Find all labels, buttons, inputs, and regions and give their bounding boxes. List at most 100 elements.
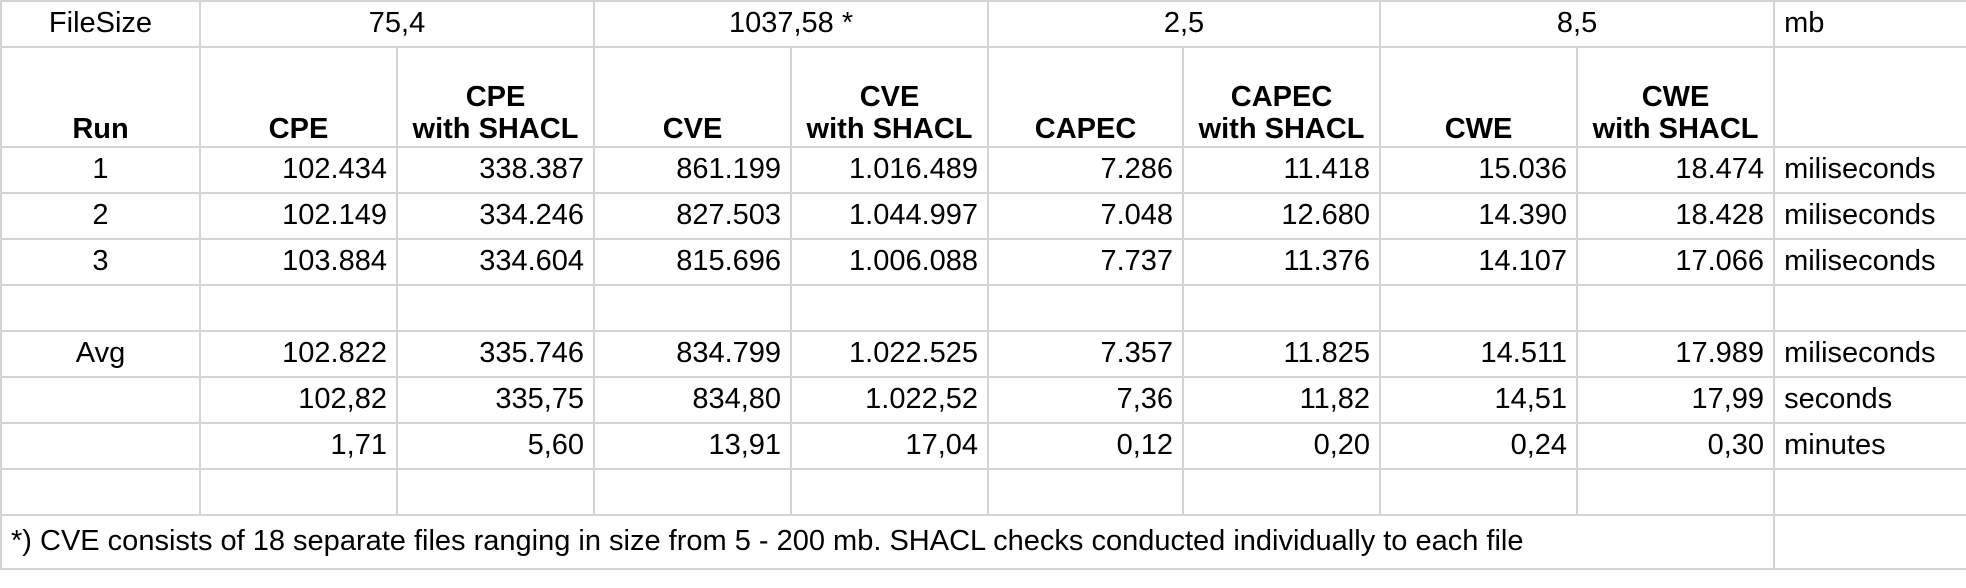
filesize-row: FileSize 75,4 1037,58 * 2,5 8,5 mb — [0, 0, 1966, 48]
header-cpe-shacl[interactable]: CPE with SHACL — [395, 46, 596, 148]
value-cell[interactable]: 5,60 — [395, 422, 596, 470]
value-cell[interactable]: 338.387 — [395, 146, 596, 194]
unit-cell[interactable]: minutes — [1773, 422, 1966, 470]
filesize-label[interactable]: FileSize — [0, 0, 201, 48]
avg-label[interactable]: Avg — [0, 330, 201, 378]
unit-cell[interactable]: miliseconds — [1773, 146, 1966, 194]
header-cwe-shacl[interactable]: CWE with SHACL — [1576, 46, 1776, 148]
value-cell[interactable]: 0,30 — [1576, 422, 1776, 470]
empty-cell[interactable] — [790, 468, 990, 516]
empty-cell[interactable] — [593, 284, 793, 332]
filesize-cve[interactable]: 1037,58 * — [593, 0, 990, 48]
empty-cell[interactable] — [1576, 284, 1776, 332]
value-cell[interactable]: 335.746 — [395, 330, 596, 378]
value-cell[interactable]: 17,04 — [790, 422, 990, 470]
empty-cell[interactable] — [395, 468, 596, 516]
value-cell[interactable]: 14.390 — [1379, 192, 1579, 240]
empty-cell[interactable] — [987, 468, 1185, 516]
value-cell[interactable]: 861.199 — [593, 146, 793, 194]
unit-cell[interactable]: miliseconds — [1773, 192, 1966, 240]
value-cell[interactable]: 7.737 — [987, 238, 1185, 286]
value-cell[interactable]: 1.044.997 — [790, 192, 990, 240]
value-cell[interactable]: 7,36 — [987, 376, 1185, 424]
empty-cell[interactable] — [1773, 514, 1966, 570]
value-cell[interactable]: 13,91 — [593, 422, 793, 470]
value-cell[interactable]: 1.006.088 — [790, 238, 990, 286]
value-cell[interactable]: 335,75 — [395, 376, 596, 424]
value-cell[interactable]: 7.357 — [987, 330, 1185, 378]
value-cell[interactable]: 15.036 — [1379, 146, 1579, 194]
value-cell[interactable]: 11.376 — [1182, 238, 1382, 286]
value-cell[interactable]: 102,82 — [199, 376, 398, 424]
header-cpe[interactable]: CPE — [199, 46, 398, 148]
header-cwe[interactable]: CWE — [1379, 46, 1579, 148]
value-cell[interactable]: 11,82 — [1182, 376, 1382, 424]
empty-cell[interactable] — [199, 468, 398, 516]
row-label[interactable] — [0, 376, 201, 424]
empty-cell[interactable] — [1379, 468, 1579, 516]
filesize-unit[interactable]: mb — [1773, 0, 1966, 48]
header-run[interactable]: Run — [0, 46, 201, 148]
empty-cell[interactable] — [1773, 284, 1966, 332]
value-cell[interactable]: 1.022,52 — [790, 376, 990, 424]
filesize-capec[interactable]: 2,5 — [987, 0, 1382, 48]
value-cell[interactable]: 1.022.525 — [790, 330, 990, 378]
value-cell[interactable]: 1.016.489 — [790, 146, 990, 194]
value-cell[interactable]: 815.696 — [593, 238, 793, 286]
value-cell[interactable]: 14.511 — [1379, 330, 1579, 378]
value-cell[interactable]: 834,80 — [593, 376, 793, 424]
value-cell[interactable]: 17,99 — [1576, 376, 1776, 424]
value-cell[interactable]: 11.825 — [1182, 330, 1382, 378]
header-unit[interactable] — [1773, 46, 1966, 148]
row-label[interactable] — [0, 422, 201, 470]
value-cell[interactable]: 827.503 — [593, 192, 793, 240]
empty-cell[interactable] — [1379, 284, 1579, 332]
run-number[interactable]: 3 — [0, 238, 201, 286]
value-cell[interactable]: 12.680 — [1182, 192, 1382, 240]
empty-cell[interactable] — [0, 284, 201, 332]
value-cell[interactable]: 334.246 — [395, 192, 596, 240]
header-cve-line2: CVE — [662, 113, 723, 146]
empty-cell[interactable] — [790, 284, 990, 332]
run-number[interactable]: 1 — [0, 146, 201, 194]
empty-cell[interactable] — [395, 284, 596, 332]
value-cell[interactable]: 14,51 — [1379, 376, 1579, 424]
value-cell[interactable]: 102.434 — [199, 146, 398, 194]
value-cell[interactable]: 102.822 — [199, 330, 398, 378]
empty-cell[interactable] — [199, 284, 398, 332]
value-cell[interactable]: 0,12 — [987, 422, 1185, 470]
value-cell[interactable]: 0,24 — [1379, 422, 1579, 470]
run-number[interactable]: 2 — [0, 192, 201, 240]
header-cve[interactable]: CVE — [593, 46, 793, 148]
header-capec[interactable]: CAPEC — [987, 46, 1185, 148]
value-cell[interactable]: 102.149 — [199, 192, 398, 240]
value-cell[interactable]: 834.799 — [593, 330, 793, 378]
value-cell[interactable]: 11.418 — [1182, 146, 1382, 194]
empty-cell[interactable] — [593, 468, 793, 516]
empty-cell[interactable] — [0, 468, 201, 516]
filesize-cwe[interactable]: 8,5 — [1379, 0, 1776, 48]
filesize-cpe[interactable]: 75,4 — [198, 0, 596, 48]
value-cell[interactable]: 103.884 — [199, 238, 398, 286]
unit-cell[interactable]: seconds — [1773, 376, 1966, 424]
empty-cell[interactable] — [987, 284, 1185, 332]
empty-cell[interactable] — [1773, 468, 1966, 516]
value-cell[interactable]: 18.474 — [1576, 146, 1776, 194]
value-cell[interactable]: 17.989 — [1576, 330, 1776, 378]
value-cell[interactable]: 17.066 — [1576, 238, 1776, 286]
empty-cell[interactable] — [1576, 468, 1776, 516]
empty-cell[interactable] — [1182, 284, 1382, 332]
footnote[interactable]: *) CVE consists of 18 separate files ran… — [0, 514, 1776, 570]
header-cve-shacl[interactable]: CVE with SHACL — [790, 46, 990, 148]
value-cell[interactable]: 14.107 — [1379, 238, 1579, 286]
value-cell[interactable]: 1,71 — [199, 422, 398, 470]
unit-cell[interactable]: miliseconds — [1773, 330, 1966, 378]
value-cell[interactable]: 18.428 — [1576, 192, 1776, 240]
unit-cell[interactable]: miliseconds — [1773, 238, 1966, 286]
value-cell[interactable]: 0,20 — [1182, 422, 1382, 470]
value-cell[interactable]: 7.048 — [987, 192, 1185, 240]
value-cell[interactable]: 334.604 — [395, 238, 596, 286]
value-cell[interactable]: 7.286 — [987, 146, 1185, 194]
empty-cell[interactable] — [1182, 468, 1382, 516]
header-capec-shacl[interactable]: CAPEC with SHACL — [1182, 46, 1382, 148]
